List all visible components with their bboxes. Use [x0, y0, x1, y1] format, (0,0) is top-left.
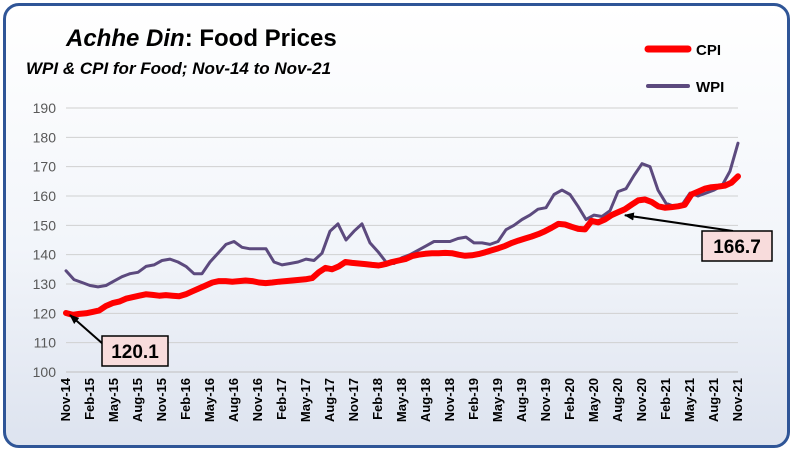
series-line-wpi	[64, 141, 740, 289]
x-tick-label: Feb-17	[274, 378, 289, 420]
x-tick-label: Aug-18	[418, 378, 433, 422]
x-tick-label: Nov-18	[442, 378, 457, 421]
x-tick-label: May-20	[586, 378, 601, 422]
x-axis: Nov-14 Feb-15 May-15 Aug-15 Nov-15 Feb-16 May-…	[58, 377, 745, 422]
chart-title: Achhe Din: Food Prices	[65, 25, 337, 52]
plot-lines	[63, 141, 741, 318]
y-tick-label: 190	[33, 100, 57, 116]
x-tick-label: May-15	[106, 378, 121, 422]
x-tick-label: Feb-15	[82, 378, 97, 420]
y-tick-label: 120	[33, 305, 57, 321]
annotation-label: 166.7	[713, 237, 761, 258]
x-tick-label: Aug-17	[322, 378, 337, 422]
x-tick-label: May-16	[202, 378, 217, 422]
annotation-box	[701, 230, 773, 262]
y-tick-label: 180	[33, 129, 57, 145]
x-tick-label: Aug-20	[610, 378, 625, 422]
legend-label-wpi: WPI	[696, 79, 724, 96]
x-tick-label: Feb-18	[370, 378, 385, 420]
chart-title-rest: : Food Prices	[185, 25, 337, 52]
x-tick-label: May-19	[490, 378, 505, 422]
y-tick-label: 150	[33, 217, 57, 233]
legend: CPI WPI	[644, 42, 724, 96]
x-tick-label: Nov-19	[538, 378, 553, 421]
x-tick-label: Nov-20	[634, 378, 649, 421]
y-tick-label: 160	[33, 188, 57, 204]
x-tick-label: Aug-19	[514, 378, 529, 422]
x-tick-label: Feb-20	[562, 378, 577, 420]
annotations: 120.1 166.7	[69, 212, 773, 367]
series-line-cpi	[63, 173, 741, 318]
x-tick-label: Nov-14	[58, 377, 73, 421]
annotation-arrow	[623, 212, 734, 232]
y-tick-label: 140	[33, 247, 57, 263]
x-tick-label: Aug-21	[706, 378, 721, 422]
x-tick-label: May-18	[394, 378, 409, 422]
x-tick-label: Feb-19	[466, 378, 481, 420]
x-tick-label: May-21	[682, 378, 697, 422]
x-tick-label: May-17	[298, 378, 313, 422]
x-tick-label: Nov-16	[250, 378, 265, 421]
chart-frame: Achhe Din: Food Prices WPI & CPI for Foo…	[3, 3, 790, 448]
chart-subtitle: WPI & CPI for Food; Nov-14 to Nov-21	[26, 59, 331, 78]
x-tick-label: Feb-16	[178, 378, 193, 420]
chart-svg: Achhe Din: Food Prices WPI & CPI for Foo…	[26, 25, 773, 422]
annotation-arrow	[69, 314, 104, 345]
x-tick-label: Nov-15	[154, 378, 169, 421]
y-tick-label: 170	[33, 159, 57, 175]
annotation-box	[101, 335, 169, 367]
annotation-label: 120.1	[111, 342, 159, 363]
y-axis: 100 110 120 130 140 150 160 170 180 190	[33, 100, 738, 380]
y-tick-label: 110	[34, 335, 57, 351]
y-tick-label: 130	[33, 276, 57, 292]
x-tick-label: Nov-17	[346, 378, 361, 421]
x-tick-label: Aug-15	[130, 378, 145, 422]
legend-label-cpi: CPI	[696, 42, 721, 59]
x-tick-label: Nov-21	[730, 378, 745, 421]
x-tick-label: Aug-16	[226, 378, 241, 422]
x-tick-label: Feb-21	[658, 378, 673, 420]
chart-title-italic: Achhe Din	[65, 25, 185, 52]
y-tick-label: 100	[33, 364, 57, 380]
